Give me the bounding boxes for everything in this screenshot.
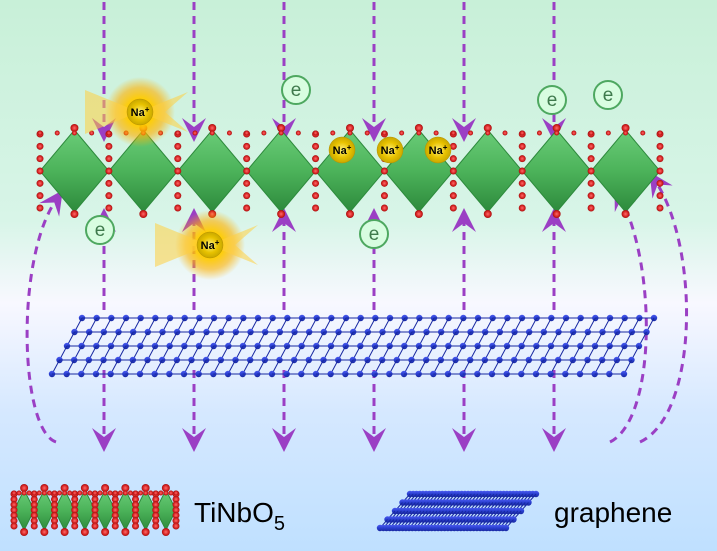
svg-text:e: e [291,80,302,101]
svg-text:e: e [95,220,106,241]
svg-text:e: e [603,85,614,106]
background: Na+Na+Na+Na+Na+ eeeee TiNbO5graphene [0,0,717,551]
svg-text:graphene: graphene [554,497,672,528]
svg-text:e: e [369,224,380,245]
svg-text:e: e [547,90,558,111]
